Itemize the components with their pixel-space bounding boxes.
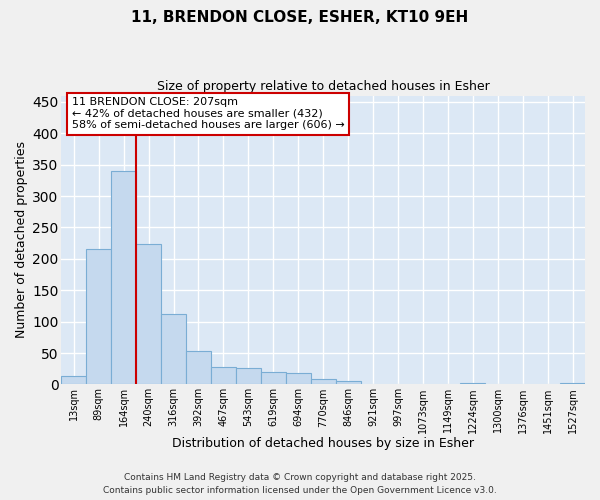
- Bar: [560, 382, 585, 384]
- Bar: [161, 314, 186, 384]
- Bar: [460, 382, 485, 384]
- Bar: [86, 249, 111, 384]
- Bar: [111, 171, 136, 384]
- X-axis label: Distribution of detached houses by size in Esher: Distribution of detached houses by size …: [172, 437, 474, 450]
- Bar: [311, 379, 335, 384]
- Bar: [61, 376, 86, 384]
- Text: Contains HM Land Registry data © Crown copyright and database right 2025.
Contai: Contains HM Land Registry data © Crown c…: [103, 474, 497, 495]
- Bar: [236, 368, 261, 384]
- Bar: [261, 372, 286, 384]
- Bar: [286, 373, 311, 384]
- Title: Size of property relative to detached houses in Esher: Size of property relative to detached ho…: [157, 80, 490, 93]
- Bar: [211, 368, 236, 384]
- Text: 11, BRENDON CLOSE, ESHER, KT10 9EH: 11, BRENDON CLOSE, ESHER, KT10 9EH: [131, 10, 469, 25]
- Bar: [186, 350, 211, 384]
- Bar: [335, 382, 361, 384]
- Bar: [136, 244, 161, 384]
- Y-axis label: Number of detached properties: Number of detached properties: [15, 142, 28, 338]
- Text: 11 BRENDON CLOSE: 207sqm
← 42% of detached houses are smaller (432)
58% of semi-: 11 BRENDON CLOSE: 207sqm ← 42% of detach…: [72, 97, 344, 130]
